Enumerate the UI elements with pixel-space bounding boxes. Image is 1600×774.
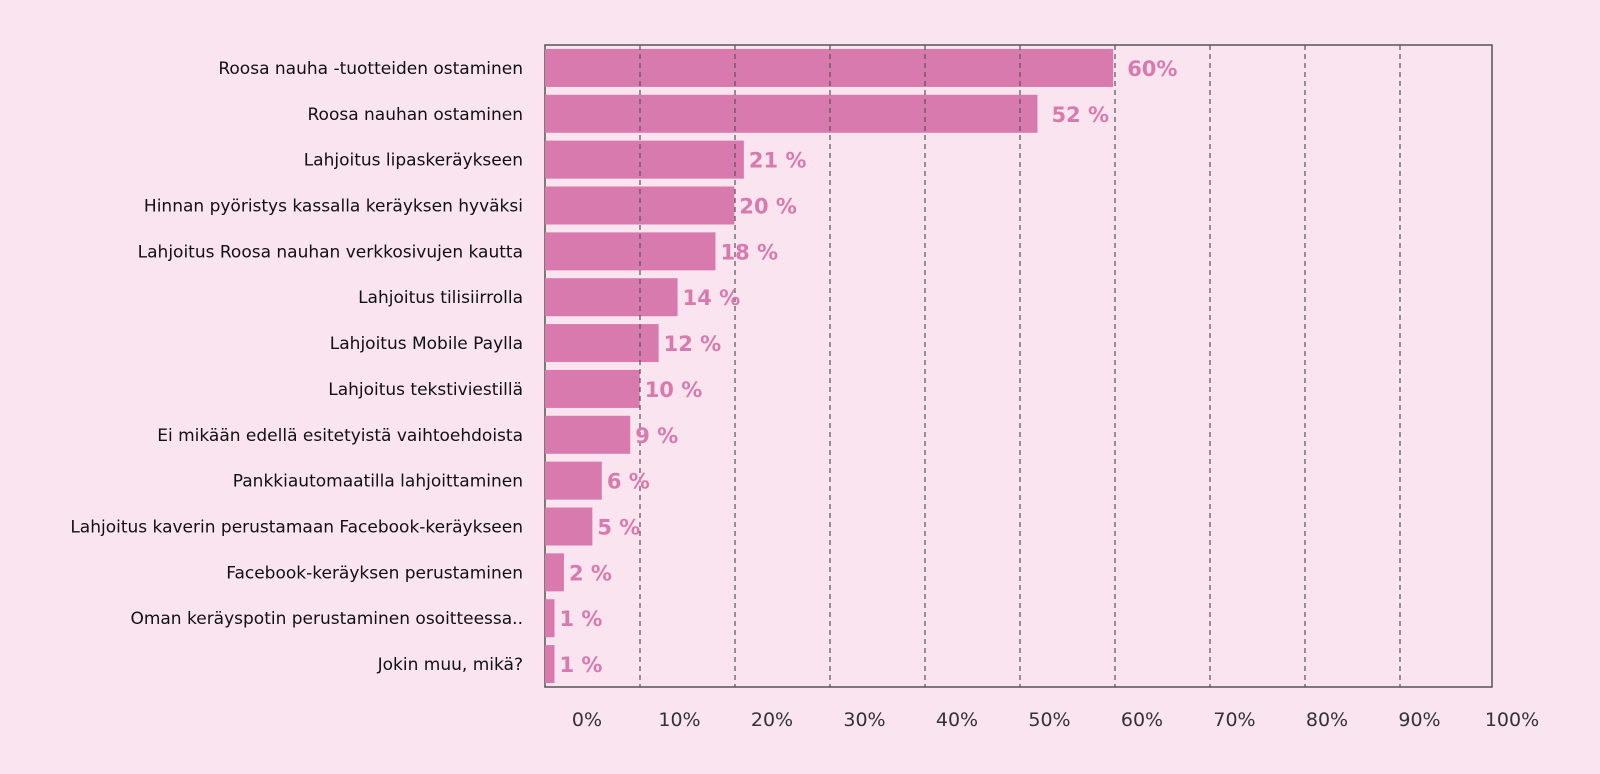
category-label: Lahjoitus tekstiviestillä xyxy=(328,380,523,400)
category-label: Hinnan pyöristys kassalla keräyksen hyvä… xyxy=(144,197,523,217)
data-label: 1 % xyxy=(559,607,602,631)
plot-frame xyxy=(544,44,1493,688)
category-label: Facebook-keräyksen perustaminen xyxy=(226,563,523,583)
category-label: Lahjoitus lipaskeräykseen xyxy=(304,151,523,171)
data-label: 6 % xyxy=(607,470,650,494)
x-tick-label: 10% xyxy=(658,709,700,731)
category-label: Lahjoitus Mobile Paylla xyxy=(330,334,523,354)
bar xyxy=(545,232,716,271)
bar xyxy=(545,599,555,638)
x-tick-label: 0% xyxy=(572,709,602,731)
bar xyxy=(545,48,1114,87)
category-label: Oman keräyspotin perustaminen osoitteess… xyxy=(130,609,523,629)
data-label: 60% xyxy=(1127,57,1177,81)
data-label: 12 % xyxy=(664,332,722,356)
category-label: Lahjoitus Roosa nauhan verkkosivujen kau… xyxy=(138,242,523,262)
x-tick-label: 50% xyxy=(1028,709,1070,731)
data-label: 5 % xyxy=(597,516,640,540)
x-tick-label: 60% xyxy=(1121,709,1163,731)
category-label: Jokin muu, mikä? xyxy=(377,655,523,675)
x-tick-label: 100% xyxy=(1485,709,1539,731)
data-label: 9 % xyxy=(635,424,678,448)
data-label: 52 % xyxy=(1051,103,1109,127)
bar xyxy=(545,645,555,684)
bar xyxy=(545,369,640,408)
x-tick-label: 40% xyxy=(936,709,978,731)
data-label: 10 % xyxy=(645,378,703,402)
bar xyxy=(545,94,1038,133)
data-label: 14 % xyxy=(683,286,741,310)
category-label: Ei mikään edellä esitetyistä vaihtoehdoi… xyxy=(157,426,523,446)
bar xyxy=(545,278,678,317)
x-tick-label: 80% xyxy=(1306,709,1348,731)
category-label: Roosa nauha -tuotteiden ostaminen xyxy=(218,59,523,79)
bar xyxy=(545,553,564,592)
category-label: Roosa nauhan ostaminen xyxy=(308,105,524,125)
bar xyxy=(545,461,602,500)
x-tick-label: 30% xyxy=(843,709,885,731)
data-label: 20 % xyxy=(739,195,797,219)
bar xyxy=(545,415,631,454)
bar xyxy=(545,140,744,179)
x-tick-label: 70% xyxy=(1213,709,1255,731)
data-label: 18 % xyxy=(720,240,778,264)
data-label: 21 % xyxy=(749,149,807,173)
category-label: Lahjoitus tilisiirrolla xyxy=(358,288,523,308)
data-label: 2 % xyxy=(569,561,612,585)
x-tick-label: 90% xyxy=(1398,709,1440,731)
category-label: Lahjoitus kaverin perustamaan Facebook-k… xyxy=(70,518,523,538)
x-tick-label: 20% xyxy=(751,709,793,731)
category-label: Pankkiautomaatilla lahjoittaminen xyxy=(233,472,523,492)
data-label: 1 % xyxy=(559,653,602,677)
bar xyxy=(545,324,659,363)
bar xyxy=(545,507,593,546)
